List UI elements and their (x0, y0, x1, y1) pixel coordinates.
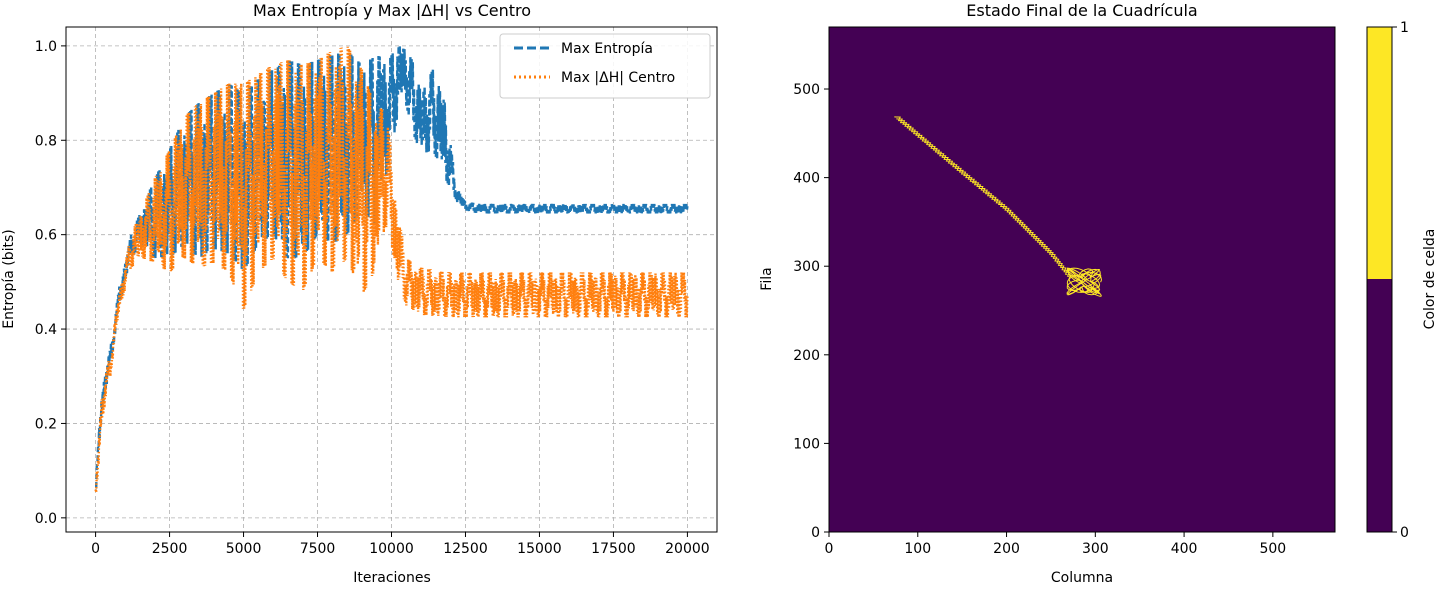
colorbar-tick-label-1: 1 (1400, 20, 1409, 36)
x-tick-label: 2500 (152, 541, 188, 557)
active-cluster (1066, 267, 1103, 297)
y-tick-label: 400 (793, 171, 820, 187)
x-tick-label: 5000 (226, 541, 262, 557)
colorbar-frame (1366, 26, 1393, 533)
colorbar-segment-0 (1367, 279, 1392, 532)
colorbar-tick-label-0: 0 (1400, 525, 1409, 541)
x-tick-label: 7500 (300, 541, 336, 557)
active-trail-edge (896, 118, 1071, 277)
chart-title: Max Entropía y Max |ΔH| vs Centro (253, 1, 531, 20)
plot-frame (828, 26, 1336, 533)
x-tick-label: 300 (1082, 541, 1109, 557)
x-axis-label: Iteraciones (353, 570, 431, 586)
y-tick-label: 0.2 (35, 416, 57, 432)
x-tick-label: 500 (1259, 541, 1286, 557)
series-line-max-delta-h (94, 46, 689, 493)
legend-box (499, 33, 711, 99)
y-axis-label: Entropía (bits) (1, 229, 17, 329)
chart-title: Estado Final de la Cuadrícula (966, 1, 1197, 20)
x-axis-label: Columna (1051, 570, 1113, 586)
y-tick-label: 0.8 (35, 133, 57, 149)
x-tick-label: 200 (993, 541, 1020, 557)
y-tick-label: 0.6 (35, 228, 57, 244)
x-axis-ticks: 0 2500 5000 7500 10000 12500 15000 17500 20000 (91, 532, 710, 557)
y-tick-label: 300 (793, 259, 820, 275)
x-tick-label: 0 (825, 541, 834, 557)
y-tick-label: 200 (793, 348, 820, 364)
x-tick-label: 10000 (369, 541, 414, 557)
series-layer (94, 45, 689, 493)
colorbar-segment-1 (1367, 27, 1392, 279)
legend: Max Entropía Max |ΔH| Centro (499, 33, 711, 99)
y-tick-label: 0.0 (35, 511, 57, 527)
y-tick-label: 1.0 (35, 39, 57, 55)
legend-label-max-delta-h: Max |ΔH| Centro (561, 70, 675, 86)
series-line-max-entropia (95, 45, 689, 489)
grid-state-heatmap: Estado Final de la Cuadrícula 0 100 200 300… (759, 1, 1438, 586)
y-tick-label: 100 (793, 436, 820, 452)
x-tick-label: 0 (91, 541, 100, 557)
y-tick-label: 0.4 (35, 322, 57, 338)
y-axis-ticks: 0 100 200 300 400 500 (793, 82, 829, 541)
y-axis-ticks: 0.0 0.2 0.4 0.6 0.8 1.0 (35, 39, 66, 527)
x-tick-label: 15000 (517, 541, 562, 557)
x-tick-label: 400 (1171, 541, 1198, 557)
heatmap-background (829, 27, 1335, 532)
colorbar: 1 0 Color de celda (1366, 20, 1438, 541)
colorbar-label: Color de celda (1422, 229, 1438, 330)
entropy-line-chart: Max Entropía y Max |ΔH| vs Centro 0 2500 5… (1, 1, 718, 586)
active-cells (894, 116, 1103, 297)
y-tick-label: 500 (793, 82, 820, 98)
x-axis-ticks: 0 100 200 300 400 500 (825, 532, 1286, 557)
y-tick-label: 0 (811, 525, 820, 541)
x-tick-label: 17500 (591, 541, 636, 557)
x-tick-label: 20000 (665, 541, 710, 557)
grid-lines (66, 27, 717, 532)
y-axis-label: Fila (759, 267, 775, 290)
x-tick-label: 100 (904, 541, 931, 557)
legend-label-max-entropia: Max Entropía (561, 41, 653, 57)
x-tick-label: 12500 (443, 541, 488, 557)
